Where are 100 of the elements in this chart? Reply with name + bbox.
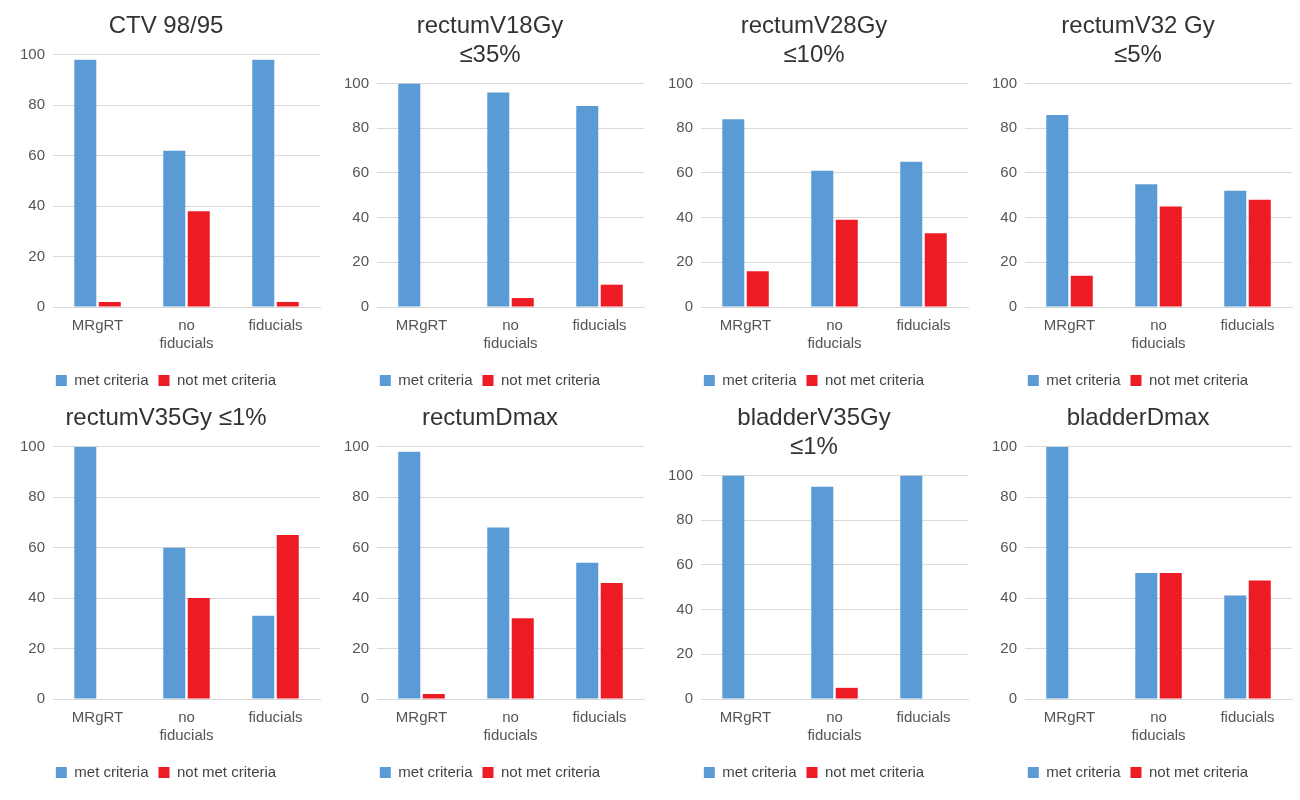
legend-label: met criteria (722, 370, 798, 388)
y-tick-label: 0 (684, 297, 694, 315)
bar (1224, 595, 1247, 699)
bar (600, 582, 623, 699)
legend-label: not met criteria (176, 370, 277, 388)
x-tick-label: MRgRT (71, 316, 124, 334)
y-tick-label: 100 (344, 436, 370, 454)
legend-label: not met criteria (176, 762, 277, 780)
y-tick-label: 20 (676, 644, 694, 662)
bar (1046, 114, 1069, 307)
y-tick-label: 0 (360, 297, 370, 315)
y-tick-label: 80 (28, 95, 46, 113)
x-tick-label: MRgRT (1043, 708, 1096, 726)
x-tick-label: no fiducials (483, 708, 538, 744)
bar (811, 170, 834, 307)
bar (722, 119, 745, 307)
y-tick-label: 100 (344, 73, 370, 91)
y-tick-label: 60 (352, 537, 370, 555)
x-tick-label: no fiducials (1131, 316, 1186, 352)
bar (487, 527, 510, 699)
bar (74, 59, 97, 307)
bar (511, 618, 534, 699)
bar (1248, 199, 1271, 307)
bar (276, 535, 299, 699)
bar (1159, 572, 1182, 699)
legend-label: not met criteria (1148, 370, 1249, 388)
legend-label: not met criteria (500, 370, 601, 388)
x-tick-label: fiducials (896, 708, 951, 726)
x-tick-label: MRgRT (719, 708, 772, 726)
legend-label: met criteria (722, 762, 798, 780)
x-tick-label: MRgRT (71, 708, 124, 726)
bar (1159, 206, 1182, 307)
y-tick-label: 0 (360, 689, 370, 707)
x-tick-label: MRgRT (395, 708, 448, 726)
bar (811, 486, 834, 699)
y-tick-label: 40 (676, 207, 694, 225)
y-tick-label: 20 (1000, 638, 1018, 656)
legend-label: met criteria (398, 370, 474, 388)
bar (835, 219, 858, 307)
x-tick-label: fiducials (248, 316, 303, 334)
legend-label: not met criteria (1148, 762, 1249, 780)
y-tick-label: 0 (36, 689, 46, 707)
y-tick-label: 20 (1000, 252, 1018, 270)
y-tick-label: 40 (1000, 207, 1018, 225)
bar (1135, 184, 1158, 307)
bar (1070, 275, 1093, 307)
y-tick-label: 60 (1000, 537, 1018, 555)
y-tick-label: 40 (676, 599, 694, 617)
bar (252, 615, 275, 699)
legend-label: met criteria (74, 762, 150, 780)
bar (746, 271, 769, 307)
bar (576, 105, 599, 307)
chart-title: CTV 98/95 (108, 11, 224, 39)
y-tick-label: 80 (352, 118, 370, 136)
y-tick-label: 40 (28, 196, 46, 214)
y-tick-label: 100 (20, 44, 46, 62)
y-tick-label: 20 (28, 638, 46, 656)
bar (722, 475, 745, 699)
bar (924, 233, 947, 307)
x-tick-label: no fiducials (483, 316, 538, 352)
y-tick-label: 0 (1008, 689, 1018, 707)
y-tick-label: 60 (676, 555, 694, 573)
legend-label: met criteria (74, 370, 150, 388)
bar (163, 150, 186, 307)
bar (74, 446, 97, 699)
x-tick-label: MRgRT (395, 316, 448, 334)
bar (900, 475, 923, 699)
x-tick-label: MRgRT (719, 316, 772, 334)
x-tick-label: fiducials (248, 708, 303, 726)
bar (98, 301, 121, 307)
x-tick-label: no fiducials (159, 316, 214, 352)
y-tick-label: 100 (20, 436, 46, 454)
x-tick-label: fiducials (1220, 708, 1275, 726)
y-tick-label: 80 (352, 487, 370, 505)
y-tick-label: 40 (28, 588, 46, 606)
x-tick-label: fiducials (1220, 316, 1275, 334)
bar (276, 301, 299, 307)
bar (1224, 190, 1247, 307)
y-tick-label: 80 (28, 487, 46, 505)
x-tick-label: fiducials (572, 708, 627, 726)
bar (835, 687, 858, 699)
bar (487, 92, 510, 307)
bar (1135, 572, 1158, 699)
y-tick-label: 20 (28, 246, 46, 264)
y-tick-label: 20 (676, 252, 694, 270)
y-tick-label: 40 (352, 588, 370, 606)
bar (511, 298, 534, 307)
x-tick-label: no fiducials (807, 316, 862, 352)
x-tick-label: fiducials (572, 316, 627, 334)
bar (576, 562, 599, 699)
y-tick-label: 40 (1000, 588, 1018, 606)
legend-label: not met criteria (824, 762, 925, 780)
chart-title: bladderV35Gy ≤1% (737, 403, 891, 459)
chart-title: bladderDmax (1066, 403, 1210, 431)
bar (600, 284, 623, 307)
bar (422, 693, 445, 699)
bar (1248, 580, 1271, 699)
x-tick-label: MRgRT (1043, 316, 1096, 334)
bar (252, 59, 275, 307)
chart-title: rectumV18Gy ≤35% (416, 11, 564, 67)
